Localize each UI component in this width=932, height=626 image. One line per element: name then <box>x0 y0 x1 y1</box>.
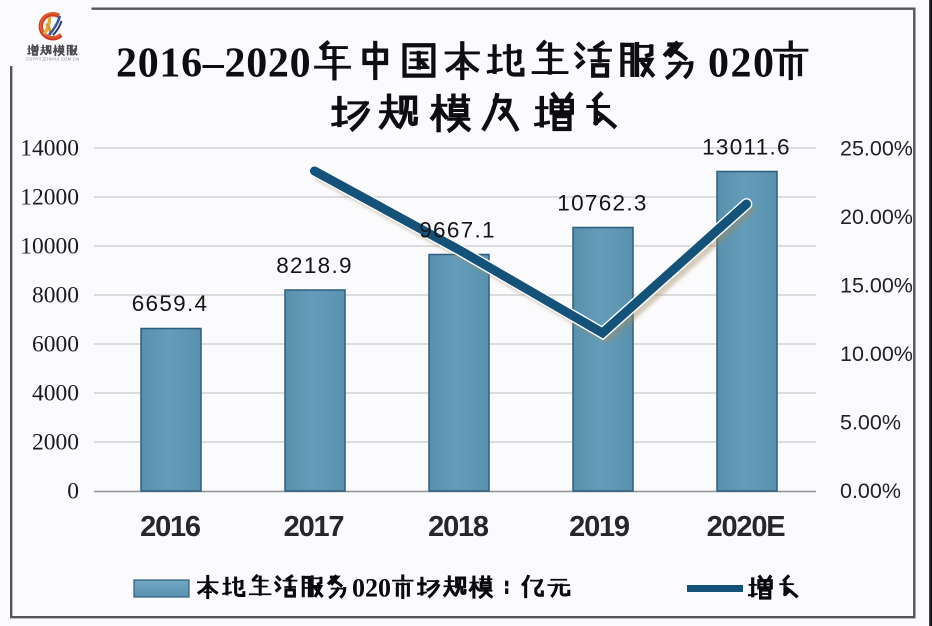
svg-text:6000: 6000 <box>32 332 79 358</box>
svg-text:CSYHTJZHIHUI.COM.CN: CSYHTJZHIHUI.COM.CN <box>26 57 79 62</box>
svg-text:10762.3: 10762.3 <box>557 191 647 216</box>
svg-text:020: 020 <box>708 41 776 87</box>
svg-text:0: 0 <box>67 479 79 505</box>
svg-text:12000: 12000 <box>20 185 79 211</box>
svg-text:2020E: 2020E <box>707 511 786 543</box>
svg-text:25.00%: 25.00% <box>840 137 913 161</box>
svg-text:15.00%: 15.00% <box>840 274 913 298</box>
svg-text:2019: 2019 <box>569 511 630 543</box>
svg-text:2016: 2016 <box>140 511 201 543</box>
svg-text:2018: 2018 <box>428 511 489 543</box>
svg-text:4000: 4000 <box>32 381 79 407</box>
svg-text:2017: 2017 <box>284 511 344 543</box>
svg-text:5.00%: 5.00% <box>840 411 901 435</box>
svg-text:10000: 10000 <box>20 234 79 260</box>
svg-text:8000: 8000 <box>32 283 79 309</box>
svg-text:0.00%: 0.00% <box>840 479 901 503</box>
svg-text:6659.4: 6659.4 <box>132 291 209 316</box>
svg-text:8218.9: 8218.9 <box>276 253 353 278</box>
svg-text:14000: 14000 <box>20 136 79 162</box>
svg-text:2000: 2000 <box>32 430 79 456</box>
svg-text:13011.6: 13011.6 <box>702 135 791 160</box>
svg-text:10.00%: 10.00% <box>840 342 913 366</box>
svg-text:9667.1: 9667.1 <box>419 218 496 243</box>
svg-text:020: 020 <box>352 574 391 603</box>
svg-text:20.00%: 20.00% <box>840 205 913 229</box>
svg-text:2016–2020: 2016–2020 <box>116 41 311 87</box>
